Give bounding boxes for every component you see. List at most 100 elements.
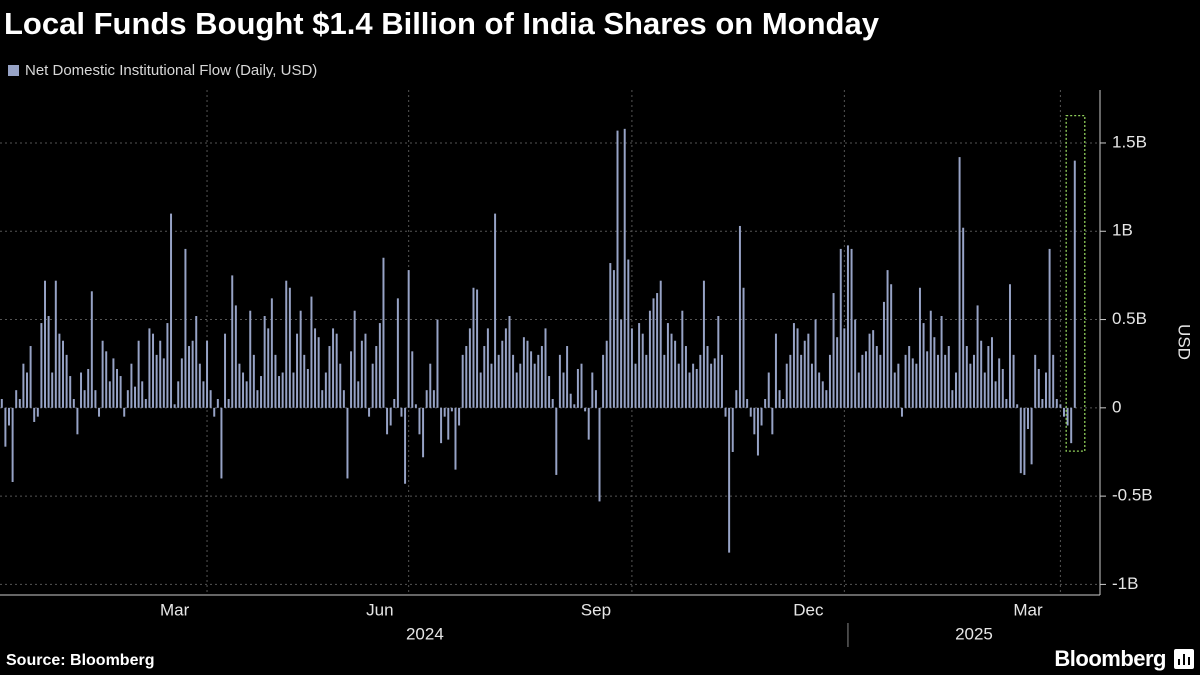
highlight-box: [1065, 114, 1086, 452]
bar: [728, 407, 731, 553]
bar: [353, 310, 356, 408]
bar: [65, 354, 68, 408]
bar: [213, 407, 216, 417]
bar: [18, 399, 21, 408]
bar: [378, 323, 381, 408]
bar: [648, 310, 651, 408]
bar: [339, 363, 342, 408]
bar: [386, 407, 389, 435]
bar: [666, 323, 669, 408]
bar: [731, 407, 734, 452]
y-tick-label: -1B: [1112, 574, 1138, 593]
bar: [98, 407, 101, 417]
bar: [897, 363, 900, 408]
bar: [890, 284, 893, 408]
bar: [818, 372, 821, 408]
bar: [519, 363, 522, 408]
bar: [245, 381, 248, 408]
bar: [512, 354, 515, 408]
bar: [569, 393, 572, 408]
bar: [454, 407, 457, 470]
bar: [810, 363, 813, 408]
x-tick-label: Sep: [581, 600, 611, 619]
bar: [911, 358, 914, 408]
bar: [656, 293, 659, 408]
bar: [371, 363, 374, 408]
bar: [800, 354, 803, 408]
bar: [105, 351, 108, 408]
bar: [306, 368, 309, 408]
bar: [857, 372, 860, 408]
bar: [72, 399, 75, 408]
bar: [854, 319, 857, 408]
bar: [634, 363, 637, 408]
bar: [558, 354, 561, 408]
bar: [839, 248, 842, 408]
bar: [929, 310, 932, 408]
bar: [915, 363, 918, 408]
bar: [180, 358, 183, 408]
bar: [108, 381, 111, 408]
bar: [994, 381, 997, 408]
bar: [47, 316, 50, 408]
bar: [533, 363, 536, 408]
bar: [908, 346, 911, 408]
bar: [238, 363, 241, 408]
bar: [710, 363, 713, 408]
bar: [764, 399, 767, 408]
bar: [645, 354, 648, 408]
bar: [51, 372, 54, 408]
bar: [566, 346, 569, 408]
bar: [1016, 404, 1019, 408]
bar: [926, 351, 929, 408]
bar: [1037, 368, 1040, 408]
bar: [310, 296, 313, 408]
bar: [0, 399, 3, 408]
bar: [148, 328, 151, 408]
bar: [846, 245, 849, 408]
bar: [256, 390, 259, 408]
bar: [735, 390, 738, 408]
bar: [26, 372, 28, 408]
bar: [537, 354, 540, 408]
bar: [252, 354, 255, 408]
bar: [429, 363, 432, 408]
bar: [774, 333, 777, 408]
bar: [202, 381, 205, 408]
bar: [209, 390, 212, 408]
bar: [364, 333, 367, 408]
bar: [382, 257, 385, 408]
bar: [623, 128, 626, 408]
x-tick-label: Jun: [366, 600, 393, 619]
bar: [375, 346, 378, 408]
bar: [814, 319, 817, 408]
bar: [1063, 407, 1065, 417]
bar: [188, 346, 191, 408]
bar: [1008, 284, 1011, 408]
bar: [87, 368, 90, 408]
legend-swatch: [8, 65, 19, 76]
bar: [548, 376, 551, 408]
bar: [497, 354, 500, 408]
bar: [328, 346, 331, 408]
bar: [609, 263, 612, 408]
bar: [285, 280, 288, 408]
legend-label: Net Domestic Institutional Flow (Daily, …: [25, 62, 317, 79]
bar: [249, 310, 252, 408]
bar: [206, 340, 209, 408]
bar: [778, 390, 781, 408]
bar: [393, 399, 396, 408]
bar: [756, 407, 759, 456]
bar: [443, 407, 446, 417]
bar: [76, 407, 79, 435]
bar: [868, 333, 871, 408]
bar: [479, 372, 482, 408]
bar: [782, 399, 785, 408]
bar: [1034, 354, 1037, 408]
bar: [893, 372, 896, 408]
bar: [522, 337, 525, 408]
bar: [504, 328, 507, 408]
bar: [317, 337, 320, 408]
bar: [220, 407, 223, 479]
bar: [465, 346, 468, 408]
